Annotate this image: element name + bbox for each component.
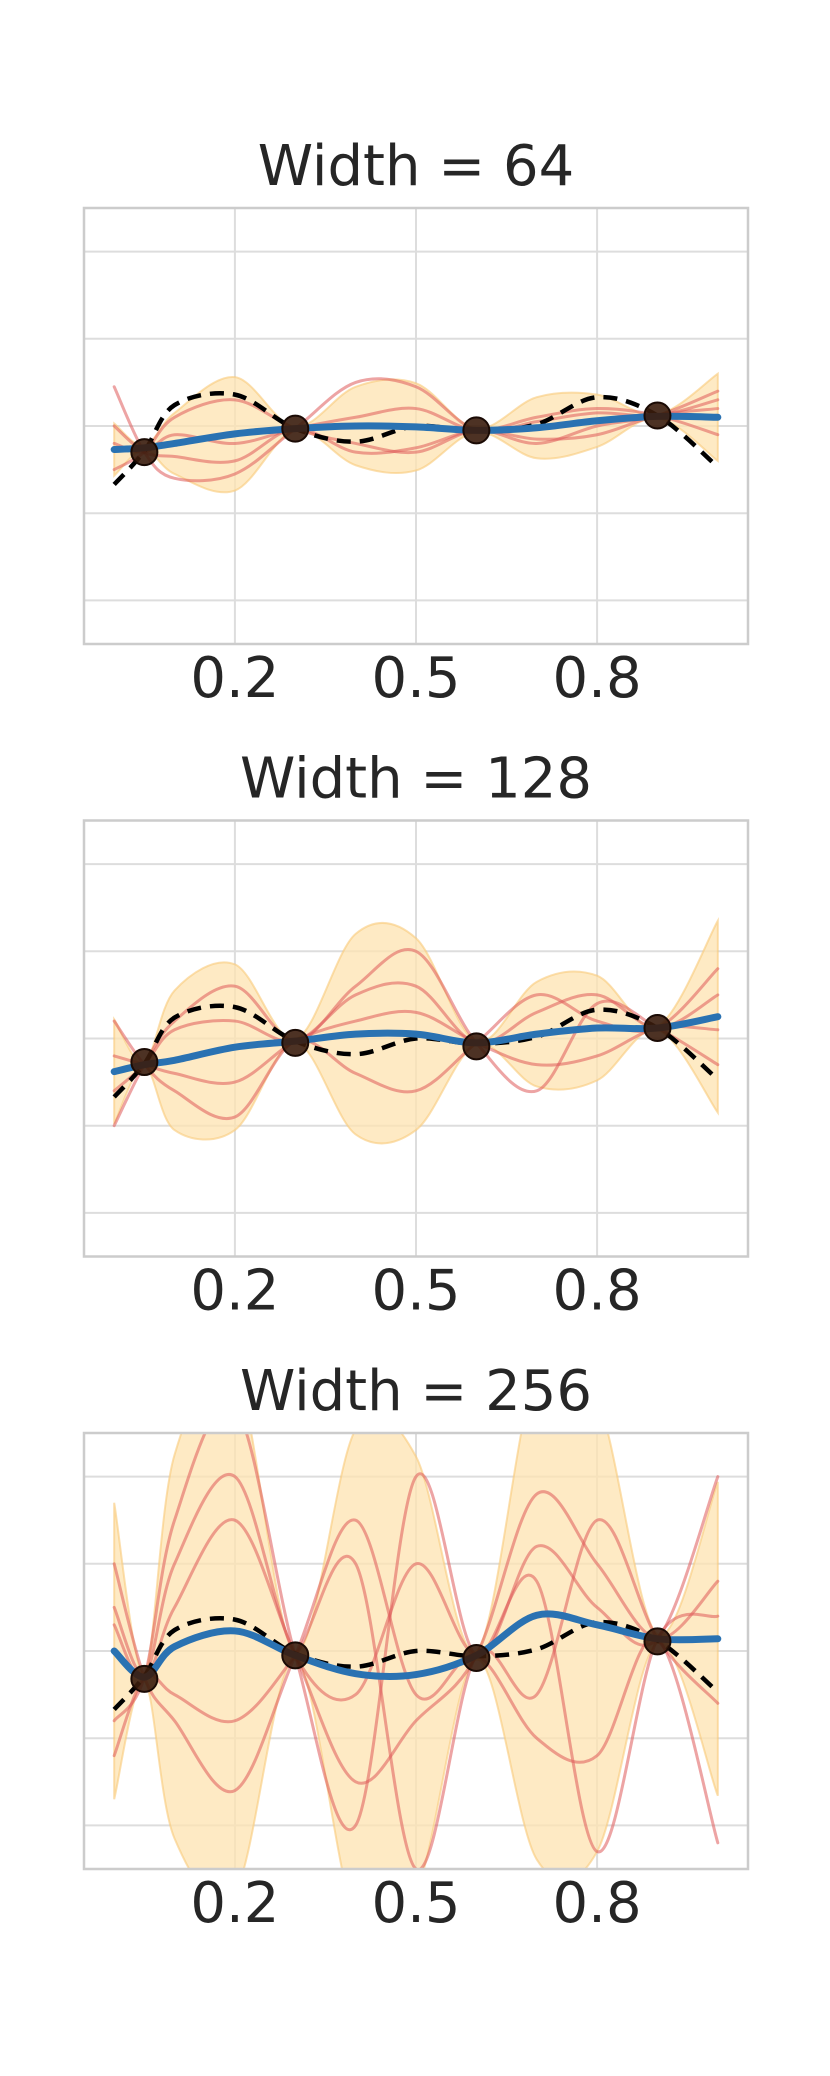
plot-area — [110, 1433, 722, 1869]
line — [112, 981, 720, 1093]
line — [112, 407, 720, 464]
x-tick-label: 0.8 — [553, 646, 642, 711]
axes-frame — [82, 206, 750, 646]
line — [110, 1610, 722, 1681]
line — [112, 1518, 720, 1869]
line — [112, 406, 720, 454]
data-point — [643, 1014, 672, 1043]
line — [110, 1013, 722, 1076]
data-point — [462, 1643, 491, 1672]
data-point — [643, 401, 672, 430]
line — [112, 1433, 720, 1832]
panel: Width = 128 0.2 0.5 0.8 — [82, 747, 750, 1324]
line — [112, 948, 720, 1128]
dashed-line — [112, 391, 720, 486]
dashed-line — [112, 1003, 720, 1099]
data-point — [281, 1641, 310, 1670]
line — [112, 1518, 720, 1845]
axes-frame — [82, 819, 750, 1258]
x-tick-label: 0.5 — [371, 1871, 460, 1936]
x-tick-label: 0.2 — [190, 646, 279, 711]
axes-frame — [82, 1431, 750, 1871]
chart-title: Width = 256 — [240, 1359, 592, 1424]
chart-title: Width = 128 — [240, 747, 592, 812]
line — [112, 1472, 720, 1854]
x-tick-label: 0.2 — [190, 1871, 279, 1936]
dashed-line — [112, 1616, 720, 1711]
data-point — [281, 414, 310, 443]
chart-title: Width = 64 — [258, 134, 574, 199]
line — [110, 412, 722, 454]
data-point — [462, 1032, 491, 1061]
line — [112, 377, 720, 483]
data-point — [281, 1028, 310, 1057]
panel: Width = 64 0.2 0.5 0.8 — [82, 134, 750, 711]
plot-area — [110, 371, 722, 494]
data-point — [130, 438, 159, 467]
x-tick-label: 0.2 — [190, 1259, 279, 1324]
line — [112, 1009, 720, 1085]
data-point — [462, 416, 491, 445]
line — [112, 1490, 720, 1785]
panel: Width = 256 0.2 0.5 0.8 — [82, 1359, 750, 1936]
x-tick-label: 0.5 — [371, 1259, 460, 1324]
x-tick-label: 0.8 — [553, 1259, 642, 1324]
x-tick-label: 0.8 — [553, 1871, 642, 1936]
plot-area — [110, 917, 722, 1145]
x-tick-label: 0.5 — [371, 646, 460, 711]
data-point — [643, 1627, 672, 1656]
data-point — [130, 1664, 159, 1693]
data-point — [130, 1048, 159, 1077]
